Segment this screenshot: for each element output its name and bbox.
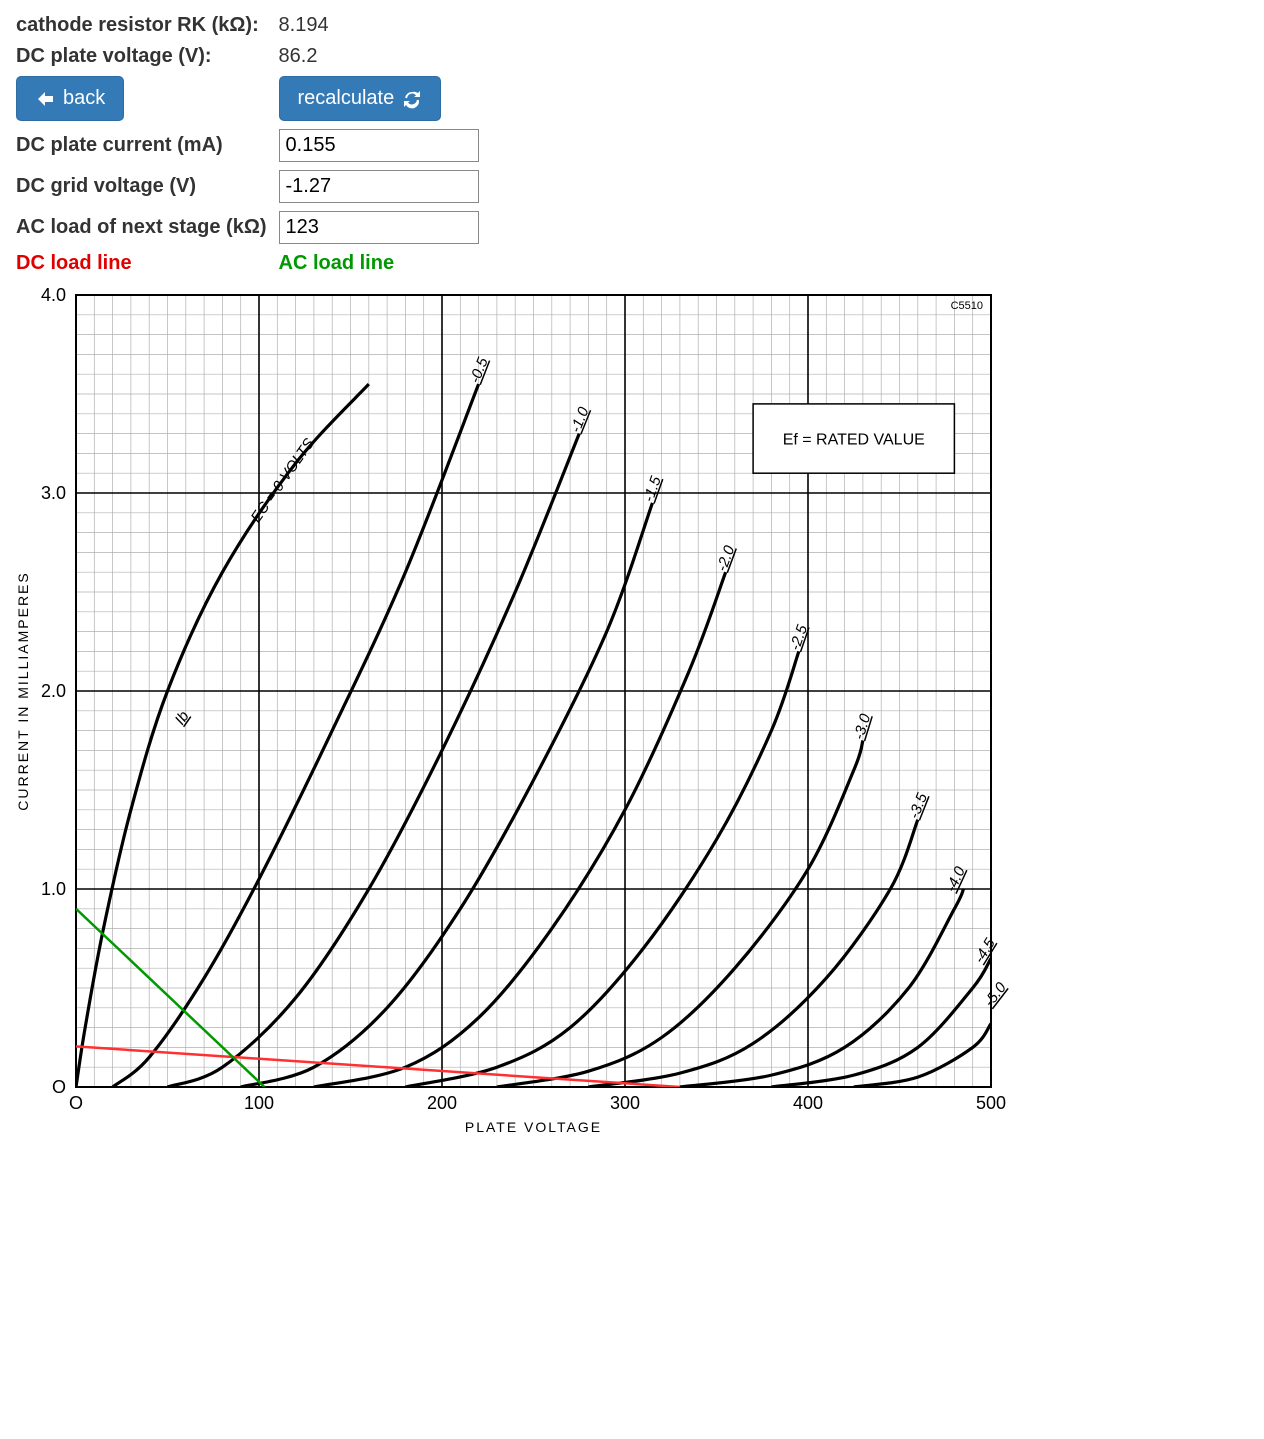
recalculate-button[interactable]: recalculate [279, 76, 442, 121]
svg-text:100: 100 [244, 1093, 274, 1113]
svg-text:1.0: 1.0 [41, 879, 66, 899]
svg-text:400: 400 [793, 1093, 823, 1113]
plate-characteristics-chart: O 100 200 300 400 500 O 1.0 2.0 3.0 4.0 PLATE VOLTA… [10, 285, 1254, 1161]
back-button-label: back [63, 87, 105, 110]
parameters-table: cathode resistor RK (kΩ): 8.194 DC plate… [10, 10, 485, 279]
svg-text:2.0: 2.0 [41, 681, 66, 701]
svg-text:C5510: C5510 [951, 300, 983, 312]
arrow-left-icon [35, 89, 55, 109]
grid-voltage-input[interactable] [279, 170, 479, 203]
grid-voltage-label: DC grid voltage (V) [10, 166, 273, 207]
svg-text:200: 200 [427, 1093, 457, 1113]
svg-text:O: O [52, 1077, 66, 1097]
refresh-icon [402, 89, 422, 109]
ac-load-line-legend: AC load line [273, 248, 485, 279]
plate-current-input[interactable] [279, 129, 479, 162]
plate-current-label: DC plate current (mA) [10, 125, 273, 166]
rk-label: cathode resistor RK (kΩ): [10, 10, 273, 41]
svg-text:300: 300 [610, 1093, 640, 1113]
svg-text:PLATE VOLTAGE: PLATE VOLTAGE [465, 1119, 602, 1135]
ac-load-label: AC load of next stage (kΩ) [10, 207, 273, 248]
svg-text:500: 500 [976, 1093, 1006, 1113]
svg-text:Ef = RATED VALUE: Ef = RATED VALUE [783, 432, 925, 449]
back-button[interactable]: back [16, 76, 124, 121]
chart-svg: O 100 200 300 400 500 O 1.0 2.0 3.0 4.0 PLATE VOLTA… [10, 285, 1010, 1155]
svg-text:3.0: 3.0 [41, 483, 66, 503]
plate-voltage-value: 86.2 [273, 41, 485, 72]
rk-value: 8.194 [273, 10, 485, 41]
plate-voltage-label: DC plate voltage (V): [10, 41, 273, 72]
dc-load-line-legend: DC load line [10, 248, 273, 279]
svg-text:4.0: 4.0 [41, 285, 66, 305]
recalculate-button-label: recalculate [298, 87, 395, 110]
svg-text:O: O [69, 1093, 83, 1113]
ac-load-input[interactable] [279, 211, 479, 244]
svg-text:CURRENT IN MILLIAMPERES: CURRENT IN MILLIAMPERES [15, 571, 31, 810]
